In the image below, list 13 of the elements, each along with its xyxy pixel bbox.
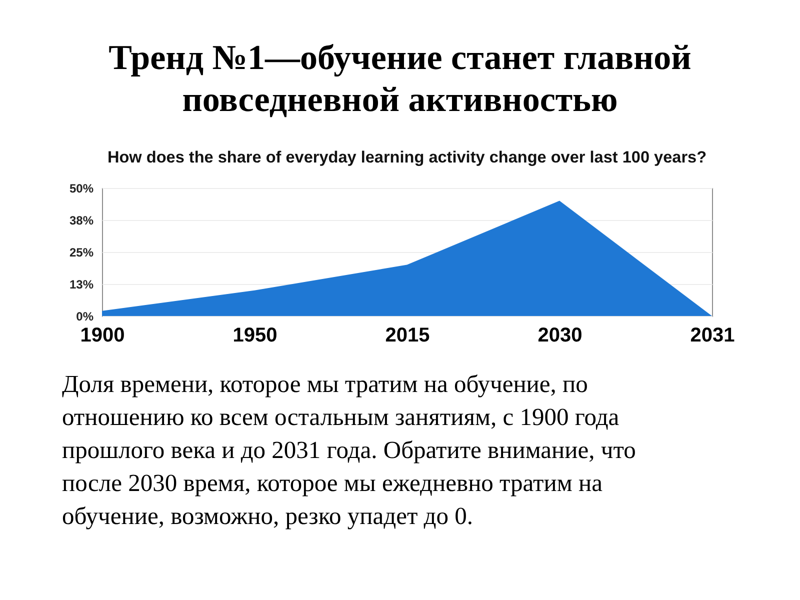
x-tick-label: 2031 — [690, 324, 735, 346]
y-tick-label: 50% — [69, 182, 94, 196]
text: Доля времени, которое мы тратим на обучение, по отношению ко всем остальным занятиям, с 1900 года прошлого века и до 2031 года. Обратите внимание, что после 2030 время, которое мы ежедневно тратим на обучение, возможно, резко упадет до 0. — [62, 370, 637, 532]
y-tick-label: 25% — [69, 246, 94, 260]
chart-title: Тренд №1—обучение станет главной повседневной активностью — [108, 37, 692, 121]
y-tick-label: 38% — [69, 214, 94, 228]
y-tick-label: 0% — [76, 310, 94, 324]
x-tick-label: 2015 — [385, 324, 430, 346]
y-tick-label: 13% — [69, 278, 94, 292]
x-tick-label: 1900 — [80, 324, 125, 346]
x-tick-label: 1950 — [232, 324, 278, 346]
x-tick-label: 2030 — [538, 324, 582, 346]
chart-subtitle: How does the share of everyday learning activity change over last 100 years? — [107, 148, 707, 167]
